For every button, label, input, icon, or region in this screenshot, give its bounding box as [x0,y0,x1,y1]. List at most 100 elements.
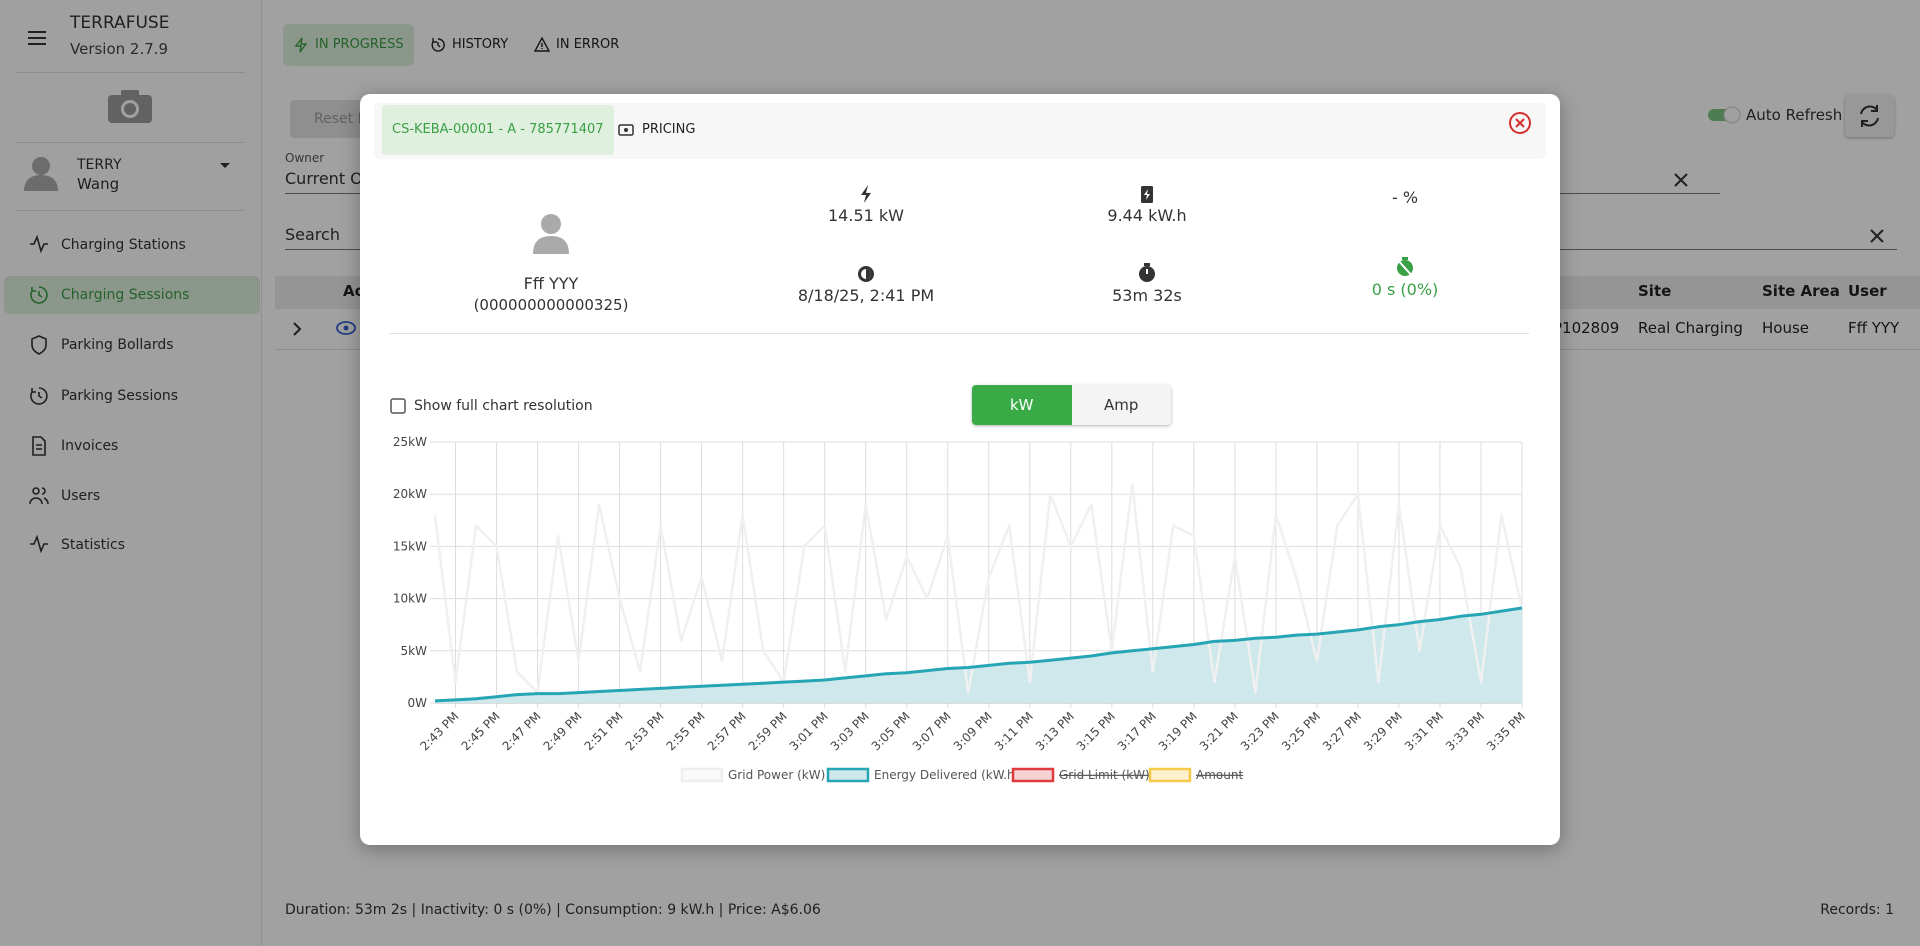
menu-label: Parking Bollards [61,337,174,353]
driver-avatar [533,214,569,254]
x-tick-label: 3:13 PM [1033,709,1077,753]
menu-icon [29,487,49,505]
legend-swatch [1148,767,1192,783]
column-header: Site Area [1762,282,1840,300]
menu-item[interactable]: Statistics [0,526,260,564]
x-tick-label: 2:43 PM [418,709,462,753]
close-button[interactable] [1508,111,1532,135]
menu-item[interactable]: Charging Sessions [4,276,260,314]
menu-item[interactable]: Invoices [0,427,260,465]
x-tick-label: 3:09 PM [951,709,995,753]
stat-inactivity: 0 s (0%) [1371,280,1439,299]
refresh-button[interactable] [1845,95,1894,137]
resolution-label: Show full chart resolution [414,398,593,414]
x-tick-label: 3:23 PM [1238,709,1282,753]
menu-item[interactable]: Parking Sessions [0,377,260,415]
dropdown-arrow[interactable] [219,162,231,170]
toggle-option[interactable]: Amp [1071,385,1171,425]
legend-swatch [1011,767,1055,783]
menu-item[interactable]: Charging Stations [0,226,260,264]
icon-path [30,387,48,405]
x-tick-label: 2:47 PM [500,709,544,753]
camera-icon [108,90,152,123]
icon-path [29,487,49,505]
icon-path [32,436,46,456]
session-modal: CS-KEBA-00001 - A - 785771407 PRICING Ff… [360,94,1560,845]
menu-item[interactable]: Parking Bollards [0,326,260,364]
unit-toggle: kW Amp [972,385,1171,425]
menu-icon [30,535,48,554]
x-tick-label: 3:25 PM [1279,709,1323,753]
column-header: Ac [343,282,364,300]
pricing-tab[interactable]: PRICING [642,122,696,137]
sidebar: TERRAFUSE Version 2.7.9 TERRY Wang Charg… [0,0,262,946]
owner-label: Owner [285,151,325,165]
icon-path [30,235,48,254]
driver-name: Fff YYY [523,274,579,293]
duration-icon [1139,263,1155,282]
x-tick-label: 3:03 PM [828,709,872,753]
x-tick-label: 3:19 PM [1156,709,1200,753]
table-cell: Fff YYY [1848,319,1900,337]
tab[interactable]: IN PROGRESS [283,24,414,66]
x-tick-label: 3:15 PM [1074,709,1118,753]
menu-icon [30,286,48,304]
x-tick-label: 3:21 PM [1197,709,1241,753]
brand: TERRAFUSE [70,13,170,33]
menu-label: Parking Sessions [61,388,179,404]
x-tick-label: 3:11 PM [992,709,1036,753]
search-field[interactable]: Search [285,225,340,244]
stat-start: 8/18/25, 2:41 PM [797,286,935,305]
clear-owner[interactable] [1673,172,1689,188]
x-tick-label: 3:05 PM [869,709,913,753]
expand-row[interactable] [291,322,303,336]
tab-label: IN ERROR [556,37,620,52]
y-tick-label: 25kW [393,435,427,449]
menu-icon [32,436,46,456]
x-tick-label: 3:01 PM [787,709,831,753]
clear-search[interactable] [1869,228,1885,244]
menu-icon [30,235,48,254]
x-tick-label: 3:33 PM [1443,709,1487,753]
icon-path [294,37,308,53]
y-tick-label: 20kW [393,487,427,501]
divider [389,333,1529,334]
view-icon[interactable] [336,321,356,335]
stat-soc: - % [1391,188,1419,207]
tab-label: IN PROGRESS [315,37,404,52]
start-icon [858,266,874,282]
x-tick-label: 2:45 PM [459,709,503,753]
tab[interactable]: HISTORY [420,24,518,66]
menu-item[interactable]: Users [0,477,260,515]
legend-label: Amount [1196,768,1243,782]
divider [15,72,245,73]
menu-icon [30,387,48,405]
divider [15,210,245,211]
tab-icon [431,38,445,52]
legend-label: Grid Power (kW) [728,768,825,782]
menu-label: Charging Stations [61,237,186,253]
menu-icon[interactable] [27,29,47,47]
divider [15,142,245,143]
menu-label: Users [61,488,101,504]
station-tab[interactable]: CS-KEBA-00001 - A - 785771407 [382,105,614,155]
legend-swatch [680,767,724,783]
owner-value[interactable]: Current O [285,169,363,188]
tab[interactable]: IN ERROR [524,24,629,66]
x-tick-label: 3:35 PM [1484,709,1528,753]
resolution-checkbox[interactable] [390,398,406,414]
inactivity-icon [1396,257,1414,277]
column-header: Site [1638,282,1672,300]
stat-duration: 53m 32s [1112,286,1182,305]
toggle-option[interactable]: kW [972,385,1072,425]
chart: 0W 5kW 10kW 15kW 20kW 25kW 2:43 PM2:45 PM2:47 … [393,435,1528,783]
y-tick-label: 0W [408,696,428,710]
table-cell: P102809 [1553,319,1620,337]
x-tick-label: 2:49 PM [541,709,585,753]
x-tick-label: 3:17 PM [1115,709,1159,753]
auto-refresh-label: Auto Refresh [1746,106,1843,124]
auto-refresh-toggle[interactable] [1706,106,1742,124]
user-last: Wang [77,175,120,193]
x-tick-label: 2:53 PM [623,709,667,753]
